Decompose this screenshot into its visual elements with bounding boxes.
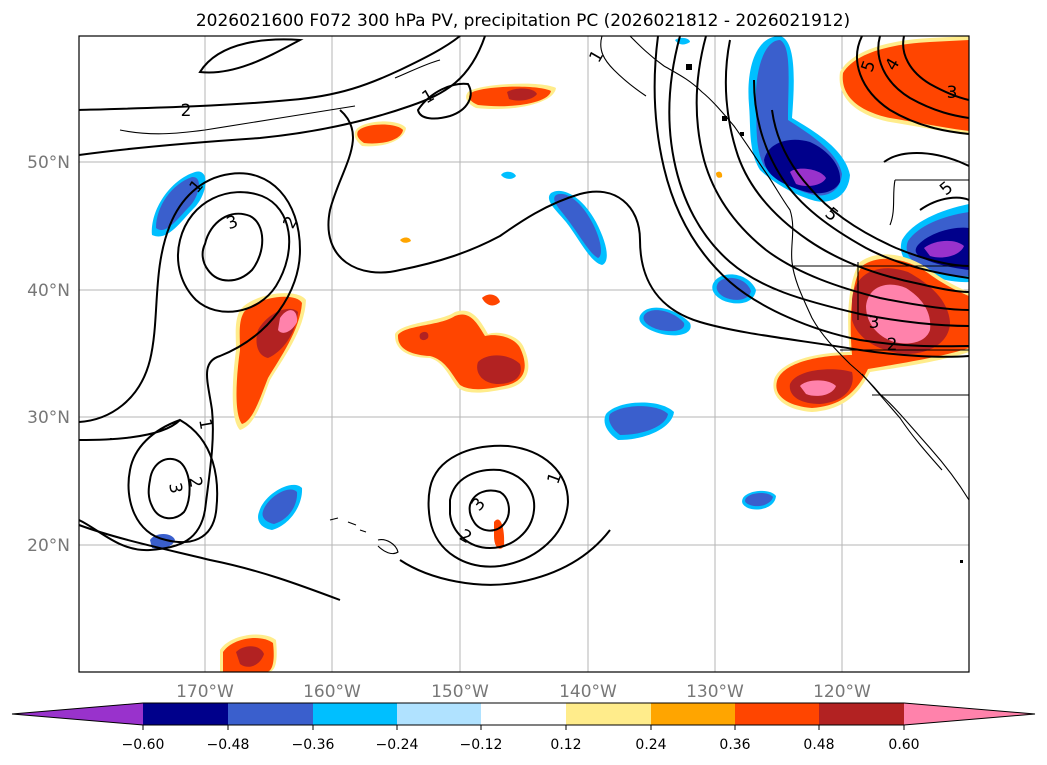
colorbar-tick-label: −0.24 bbox=[376, 737, 419, 753]
latitude-labels: 50°N 40°N 30°N 20°N bbox=[27, 153, 70, 556]
lat-label-30n: 30°N bbox=[27, 408, 70, 428]
colorbar-tick-label: 0.24 bbox=[635, 737, 666, 753]
colorbar-ticks bbox=[142, 725, 905, 730]
colorbar-extend-max bbox=[904, 703, 1035, 725]
longitude-labels: 170°W 160°W 150°W 140°W 130°W 120°W bbox=[176, 682, 871, 702]
colorbar-tick-label: 0.60 bbox=[888, 737, 919, 753]
colorbar-tick-label: 0.12 bbox=[550, 737, 581, 753]
coastlines bbox=[119, 36, 969, 555]
lat-label-40n: 40°N bbox=[27, 281, 70, 301]
contour-label: 3 bbox=[869, 313, 880, 333]
lon-label-170w: 170°W bbox=[176, 682, 234, 702]
colorbar-segment bbox=[566, 703, 651, 725]
colorbar-segment bbox=[481, 703, 566, 725]
pv-contours bbox=[79, 36, 969, 601]
colorbar-extend-min bbox=[12, 703, 143, 725]
contour-label: 2 bbox=[181, 101, 192, 121]
colorbar-segment bbox=[819, 703, 904, 725]
lon-label-160w: 160°W bbox=[303, 682, 361, 702]
map-panel: 2 1 1 3 2 1 3 2 1 3 2 1 5 4 3 5 5 3 2 bbox=[78, 35, 970, 673]
colorbar-segment bbox=[651, 703, 735, 725]
contour-label: 1 bbox=[194, 417, 216, 431]
lon-label-140w: 140°W bbox=[559, 682, 617, 702]
lon-label-150w: 150°W bbox=[431, 682, 489, 702]
colorbar-tick-label: −0.36 bbox=[292, 737, 335, 753]
contour-label: 2 bbox=[184, 475, 206, 489]
colorbar-segment bbox=[735, 703, 819, 725]
colorbar-tick-label: −0.60 bbox=[122, 737, 165, 753]
colorbar: −0.60 −0.48 −0.36 −0.24 −0.12 0.12 0.24 … bbox=[11, 702, 1036, 753]
colorbar-tick-label: −0.48 bbox=[207, 737, 250, 753]
colorbar-tick-label: −0.12 bbox=[460, 737, 503, 753]
map-frame bbox=[78, 35, 970, 673]
contour-label: 3 bbox=[164, 481, 186, 495]
figure-title: 2026021600 F072 300 hPa PV, precipitatio… bbox=[196, 11, 850, 31]
colorbar-tick-label: 0.36 bbox=[719, 737, 750, 753]
contour-label: 3 bbox=[947, 83, 958, 103]
colorbar-tick-label: 0.48 bbox=[803, 737, 834, 753]
lat-label-50n: 50°N bbox=[27, 153, 70, 173]
lon-label-130w: 130°W bbox=[686, 682, 744, 702]
colorbar-segment bbox=[143, 703, 228, 725]
lat-label-20n: 20°N bbox=[27, 536, 70, 556]
colorbar-segment bbox=[313, 703, 397, 725]
colorbar-segment bbox=[228, 703, 313, 725]
colorbar-segment bbox=[397, 703, 481, 725]
contour-label: 2 bbox=[887, 335, 898, 355]
lon-label-120w: 120°W bbox=[813, 682, 871, 702]
